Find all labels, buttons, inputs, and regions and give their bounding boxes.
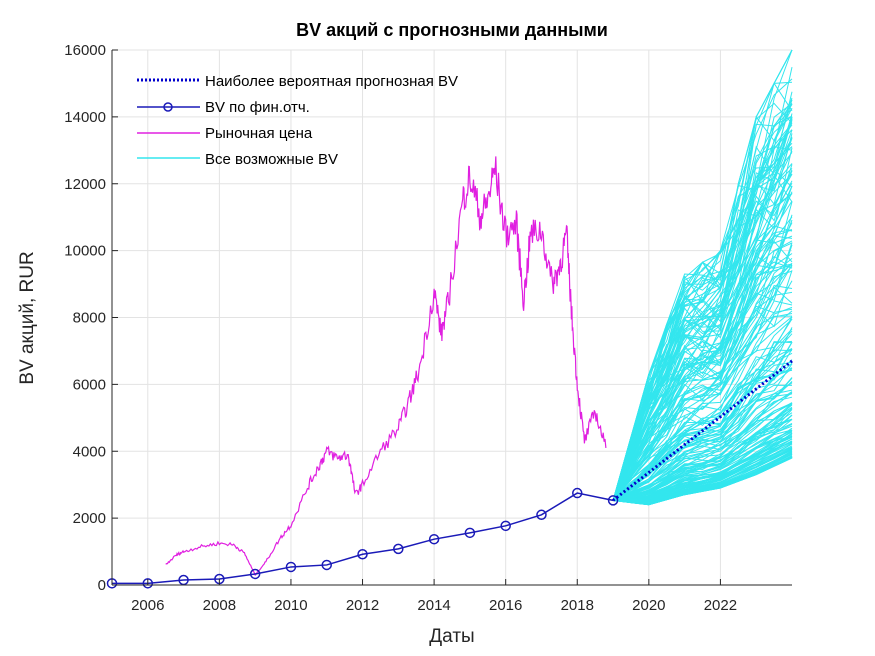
possible-bv-path bbox=[612, 102, 793, 501]
possible-bv-path bbox=[612, 330, 793, 501]
forecast-series bbox=[612, 359, 793, 502]
possible-bv-path bbox=[613, 446, 793, 502]
possible-bv-path bbox=[612, 310, 793, 501]
possible-bv-path bbox=[612, 348, 793, 501]
possible-bv-path bbox=[613, 456, 793, 505]
y-tick-label: 0 bbox=[98, 577, 106, 594]
y-tick-label: 2000 bbox=[73, 510, 106, 527]
possible-bv-path bbox=[612, 49, 793, 501]
possible-bv-path bbox=[612, 103, 793, 501]
possible-bv-path bbox=[612, 403, 793, 501]
all-possible-bv-series bbox=[612, 49, 793, 506]
legend-label-bv: BV по фин.отч. bbox=[205, 99, 310, 116]
possible-bv-path bbox=[612, 262, 793, 501]
possible-bv-path bbox=[612, 258, 793, 501]
possible-bv-path bbox=[612, 328, 793, 501]
possible-bv-path bbox=[613, 449, 793, 504]
possible-bv-path bbox=[612, 318, 793, 501]
axes: 2006 2008 2010 2012 2014 2016 2018 2020 2022 0 200… bbox=[64, 42, 792, 614]
y-axis-label: BV акций, RUR bbox=[17, 251, 38, 384]
bv-point bbox=[285, 561, 297, 573]
market-price-series bbox=[165, 156, 607, 577]
possible-bv-path bbox=[612, 225, 793, 501]
legend-marker-bv bbox=[163, 102, 173, 112]
forecast-line bbox=[612, 359, 793, 502]
bv-point bbox=[321, 559, 332, 571]
bv-point bbox=[357, 548, 368, 560]
possible-bv-path bbox=[613, 438, 793, 501]
x-tick-label: 2018 bbox=[561, 597, 594, 614]
possible-bv-path bbox=[612, 169, 793, 501]
possible-bv-path bbox=[612, 108, 793, 501]
chart-title: BV акций с прогнозными данными bbox=[296, 20, 608, 40]
x-tick-label: 2014 bbox=[417, 597, 450, 614]
bv-point bbox=[572, 487, 583, 499]
y-tick-label: 4000 bbox=[73, 443, 106, 460]
possible-bv-path bbox=[612, 138, 793, 501]
legend-label-market: Рыночная цена bbox=[205, 125, 313, 142]
bv-point bbox=[393, 543, 404, 555]
bv-point bbox=[500, 520, 511, 532]
possible-bv-path bbox=[612, 264, 793, 501]
y-tick-label: 8000 bbox=[73, 310, 106, 327]
bv-line bbox=[112, 492, 614, 585]
bv-report-series bbox=[106, 487, 619, 589]
possible-bv-path bbox=[612, 316, 793, 501]
possible-bv-path bbox=[612, 409, 793, 501]
possible-bv-path bbox=[612, 117, 793, 501]
market-price-line bbox=[165, 156, 607, 577]
y-tick-label: 10000 bbox=[64, 243, 106, 260]
possible-bv-path bbox=[612, 352, 793, 501]
possible-bv-path bbox=[612, 264, 793, 501]
x-tick-label: 2012 bbox=[346, 597, 379, 614]
possible-bv-path bbox=[612, 362, 793, 501]
bv-point bbox=[178, 574, 189, 586]
x-tick-label: 2016 bbox=[489, 597, 522, 614]
x-tick-label: 2020 bbox=[632, 597, 665, 614]
x-tick-label: 2022 bbox=[704, 597, 737, 614]
possible-bv-path bbox=[612, 270, 793, 501]
x-tick-label: 2006 bbox=[131, 597, 164, 614]
legend-label-all-bv: Все возможные BV bbox=[205, 151, 338, 168]
possible-bv-path bbox=[612, 316, 793, 501]
bv-point bbox=[249, 568, 261, 580]
x-tick-label: 2008 bbox=[203, 597, 236, 614]
possible-bv-path bbox=[612, 382, 793, 501]
possible-bv-path bbox=[612, 235, 793, 501]
possible-bv-path bbox=[612, 219, 793, 501]
bv-point bbox=[607, 495, 619, 506]
possible-bv-path bbox=[612, 66, 793, 501]
y-tick-label: 14000 bbox=[64, 109, 106, 126]
y-tick-label: 16000 bbox=[64, 42, 106, 59]
possible-bv-path bbox=[613, 432, 793, 501]
possible-bv-path bbox=[612, 242, 793, 501]
bv-point bbox=[428, 533, 440, 545]
y-tick-label: 6000 bbox=[73, 376, 106, 393]
bv-point bbox=[536, 509, 547, 521]
legend: Наиболее вероятная прогнозная BV BV по ф… bbox=[137, 73, 458, 168]
bv-point bbox=[142, 578, 154, 589]
possible-bv-path bbox=[612, 193, 793, 501]
possible-bv-path bbox=[612, 393, 793, 501]
possible-bv-path bbox=[612, 423, 793, 501]
bv-point bbox=[464, 527, 476, 539]
x-axis-label: Даты bbox=[429, 626, 474, 647]
legend-label-forecast: Наиболее вероятная прогнозная BV bbox=[205, 73, 458, 90]
x-tick-label: 2010 bbox=[274, 597, 307, 614]
possible-bv-path bbox=[612, 291, 793, 501]
y-tick-label: 12000 bbox=[64, 176, 106, 193]
